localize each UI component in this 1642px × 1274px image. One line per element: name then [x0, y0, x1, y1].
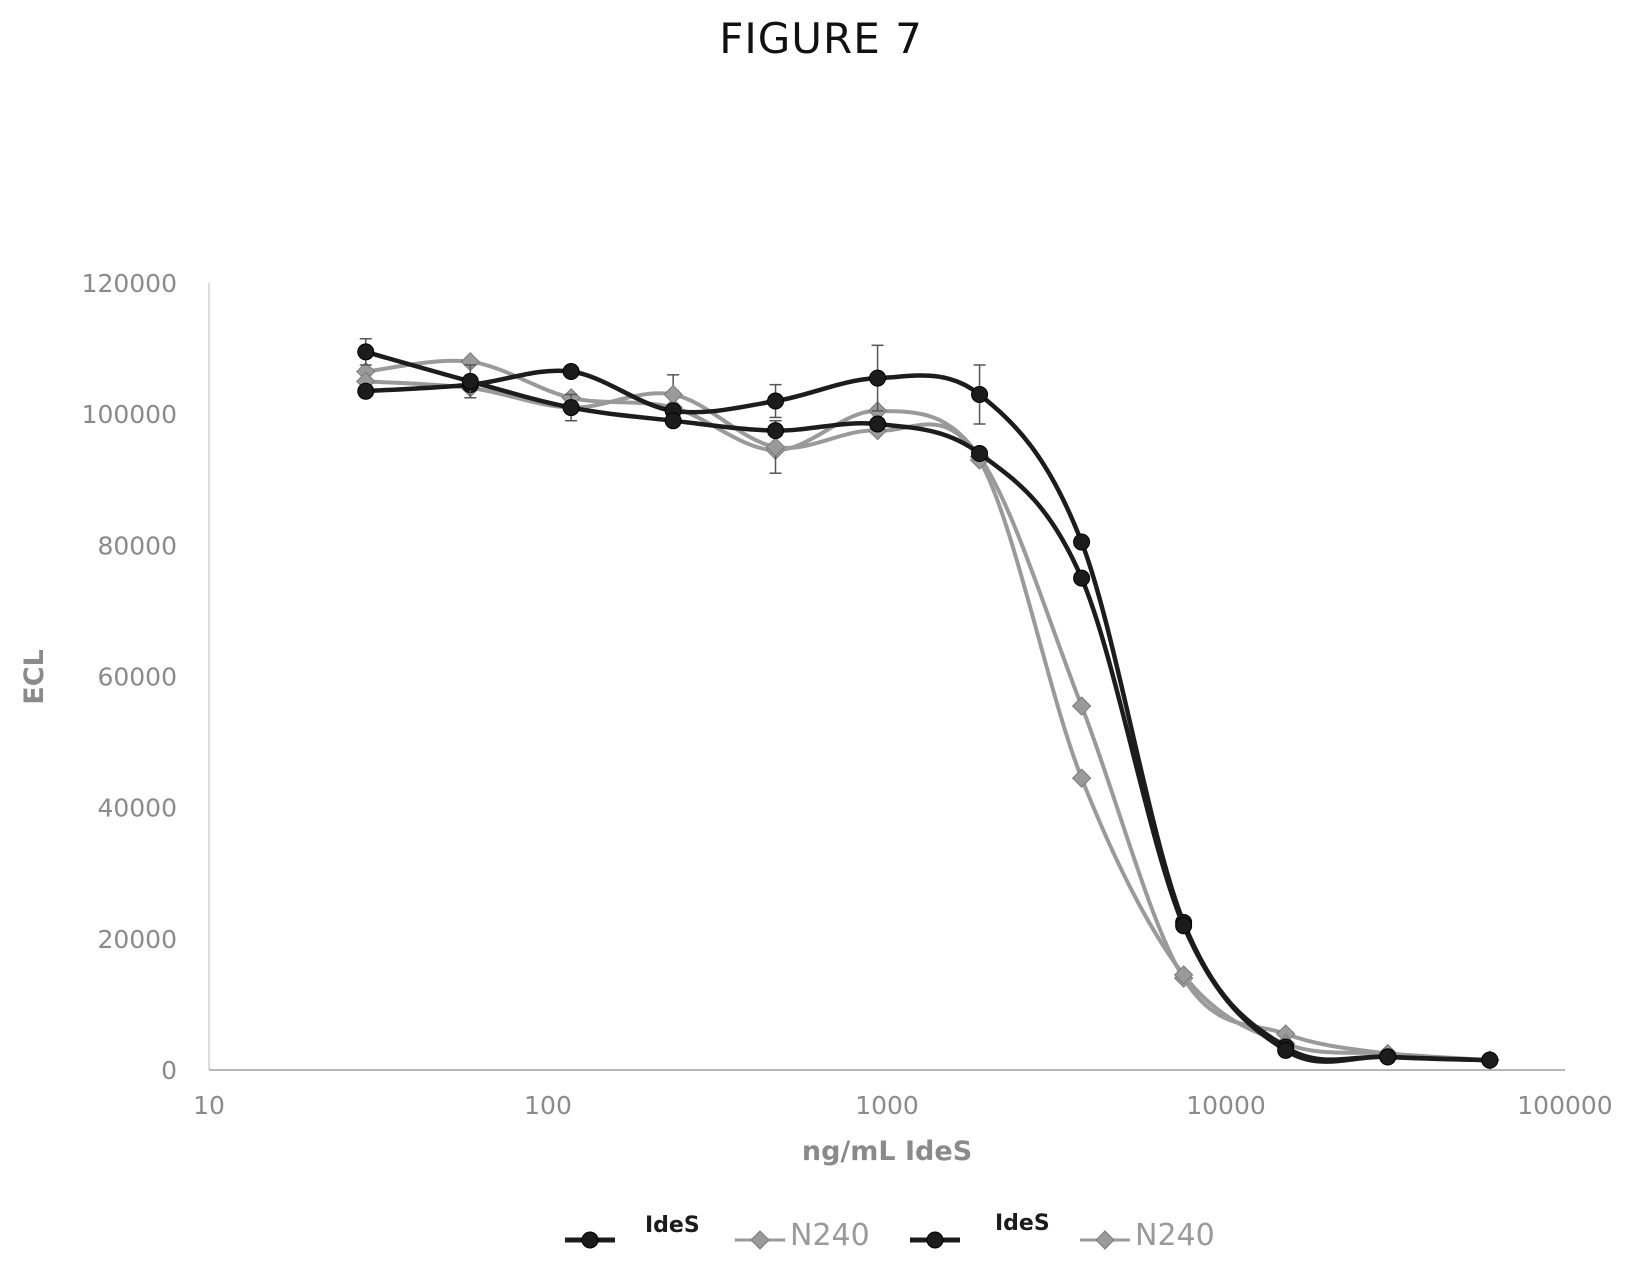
series-2	[357, 337, 1499, 1069]
x-tick-label: 1000	[855, 1091, 919, 1120]
legend: IdeS N240 IdeS N240	[565, 1211, 1215, 1253]
data-point-series-3	[1173, 965, 1194, 985]
y-tick-label: 20000	[97, 925, 177, 954]
x-tick-label: 10	[193, 1091, 225, 1120]
series-line-0	[365, 368, 1490, 1063]
y-axis-title: ECL	[19, 649, 50, 704]
data-point-series-0	[767, 392, 785, 410]
y-tick-labels: 0 20000 40000 60000 80000 100000 120000	[82, 269, 177, 1085]
data-point-series-1	[1071, 696, 1092, 716]
data-point-series-0	[869, 369, 887, 387]
legend-item-2: IdeS	[910, 1211, 1050, 1249]
y-tick-label: 100000	[82, 400, 177, 429]
y-tick-label: 60000	[97, 663, 177, 692]
data-point-series-3	[1071, 768, 1092, 788]
legend-label: N240	[1135, 1218, 1215, 1253]
series-line-3	[365, 379, 1490, 1063]
data-point-series-0	[357, 382, 375, 400]
data-point-series-2	[1073, 569, 1091, 587]
x-tick-labels: 10 100 1000 10000 100000	[193, 1091, 1613, 1120]
plot-area	[356, 337, 1500, 1070]
x-tick-label: 100000	[1517, 1091, 1612, 1120]
data-point-series-2	[767, 422, 785, 440]
series-3	[356, 371, 1500, 1070]
figure-title: FIGURE 7	[719, 14, 923, 63]
data-point-series-2	[461, 372, 479, 390]
axes-layer	[208, 283, 1565, 1071]
series-line-1	[365, 358, 1490, 1063]
x-axis-title: ng/mL IdeS	[802, 1136, 972, 1167]
data-point-series-2	[357, 343, 375, 361]
series-0	[357, 344, 1499, 1069]
legend-label: IdeS	[645, 1213, 700, 1238]
data-point-series-2	[1481, 1051, 1499, 1069]
y-tick-label: 40000	[97, 794, 177, 823]
data-point-series-3	[663, 384, 683, 405]
data-point-series-legend-0	[581, 1231, 599, 1249]
data-point-series-2	[1175, 917, 1193, 935]
series-1	[356, 351, 1500, 1070]
data-point-series-2	[1379, 1048, 1397, 1066]
data-point-series-3	[765, 437, 786, 457]
legend-label: N240	[790, 1218, 870, 1253]
legend-label: IdeS	[995, 1211, 1050, 1236]
series-line-2	[365, 349, 1490, 1064]
y-tick-label: 0	[161, 1056, 177, 1085]
legend-item-3: N240	[1080, 1218, 1215, 1253]
data-point-series-2	[1277, 1041, 1295, 1059]
data-point-series-2	[664, 412, 682, 430]
legend-item-0: IdeS	[565, 1213, 700, 1249]
x-tick-label: 100	[524, 1091, 572, 1120]
data-point-series-legend-2	[926, 1231, 944, 1249]
legend-item-1: N240	[735, 1218, 870, 1253]
data-point-series-2	[869, 415, 887, 433]
data-point-series-2	[971, 445, 989, 463]
data-point-series-0	[1073, 533, 1091, 551]
x-tick-label: 10000	[1186, 1091, 1266, 1120]
data-point-series-legend-1	[750, 1230, 770, 1250]
data-point-series-legend-3	[1095, 1230, 1115, 1250]
y-tick-label: 80000	[97, 531, 177, 560]
data-point-series-0	[971, 385, 989, 403]
data-point-series-2	[562, 399, 580, 417]
data-point-series-0	[562, 363, 580, 381]
y-tick-label: 120000	[82, 269, 177, 298]
